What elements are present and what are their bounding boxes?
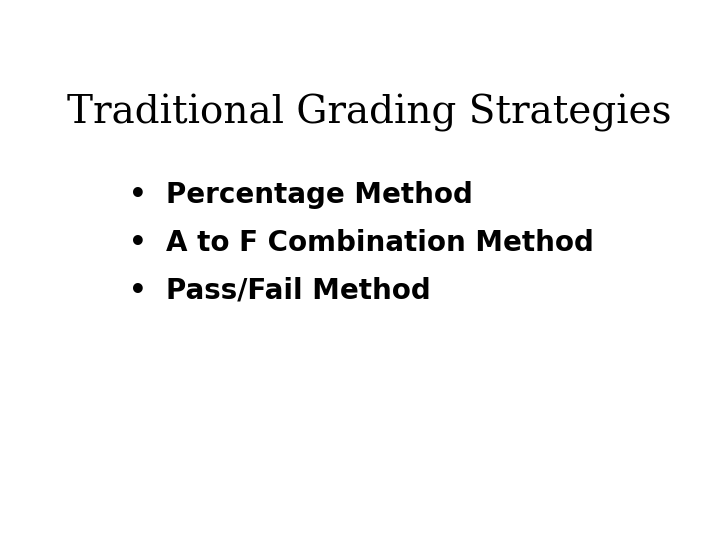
Text: Traditional Grading Strategies: Traditional Grading Strategies — [67, 94, 671, 132]
Text: •  Pass/Fail Method: • Pass/Fail Method — [129, 277, 431, 305]
Text: •  A to F Combination Method: • A to F Combination Method — [129, 229, 594, 257]
Text: •  Percentage Method: • Percentage Method — [129, 181, 473, 209]
